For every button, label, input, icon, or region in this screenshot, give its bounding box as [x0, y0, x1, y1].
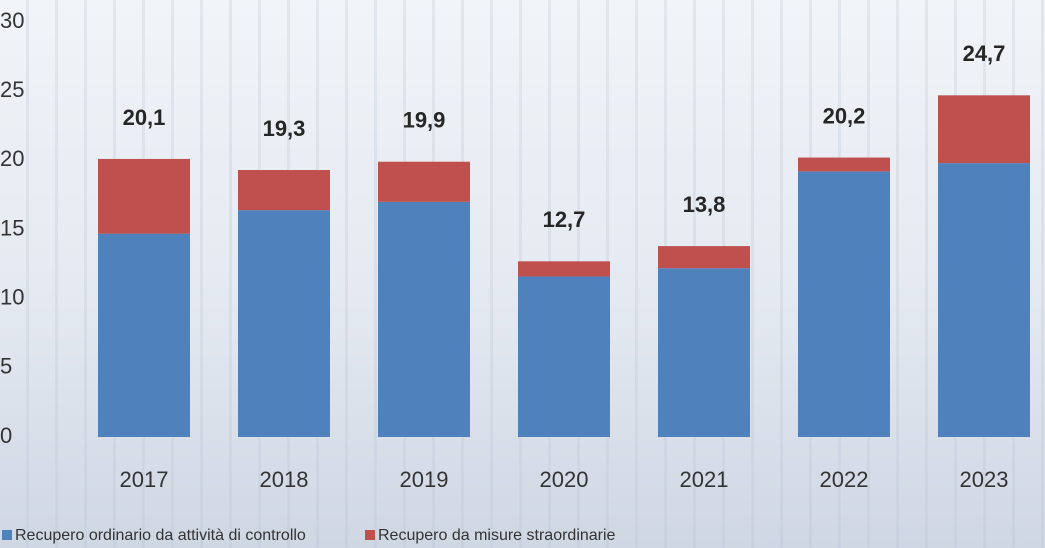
- y-tick-label: 5: [0, 354, 12, 379]
- bar-segment: [238, 170, 330, 211]
- total-label: 19,9: [403, 108, 446, 133]
- bar-segment: [798, 171, 890, 437]
- y-tick-label: 25: [0, 77, 24, 102]
- legend-label: Recupero da misure straordinarie: [378, 527, 616, 544]
- x-tick-label: 2017: [120, 467, 169, 492]
- y-tick-label: 20: [0, 146, 24, 171]
- bar-segment: [798, 157, 890, 172]
- bar-segment: [518, 261, 610, 277]
- bar-segment: [518, 276, 610, 437]
- total-label: 12,7: [543, 207, 586, 232]
- x-tick-label: 2023: [960, 467, 1009, 492]
- legend-swatch: [2, 530, 12, 540]
- bar-segment: [938, 163, 1030, 437]
- x-tick-label: 2022: [820, 467, 869, 492]
- total-label: 20,1: [123, 105, 166, 130]
- bar-segment: [658, 268, 750, 437]
- legend-swatch: [365, 530, 375, 540]
- bar-segment: [378, 161, 470, 202]
- bar-segment: [658, 246, 750, 269]
- y-tick-label: 15: [0, 215, 24, 240]
- x-tick-label: 2018: [260, 467, 309, 492]
- bar-segment: [238, 210, 330, 437]
- bar-segment: [98, 158, 190, 234]
- y-tick-label: 0: [0, 423, 12, 448]
- total-label: 20,2: [823, 103, 866, 128]
- total-label: 13,8: [683, 192, 726, 217]
- legend-label: Recupero ordinario da attività di contro…: [15, 527, 306, 544]
- x-tick-label: 2020: [540, 467, 589, 492]
- y-tick-label: 30: [0, 8, 24, 33]
- bar-segment: [378, 201, 470, 437]
- y-tick-label: 10: [0, 284, 24, 309]
- x-tick-label: 2019: [400, 467, 449, 492]
- bar-segment: [98, 233, 190, 437]
- bar-segment: [938, 95, 1030, 164]
- total-label: 24,7: [963, 41, 1006, 66]
- x-tick-label: 2021: [680, 467, 729, 492]
- total-label: 19,3: [263, 116, 306, 141]
